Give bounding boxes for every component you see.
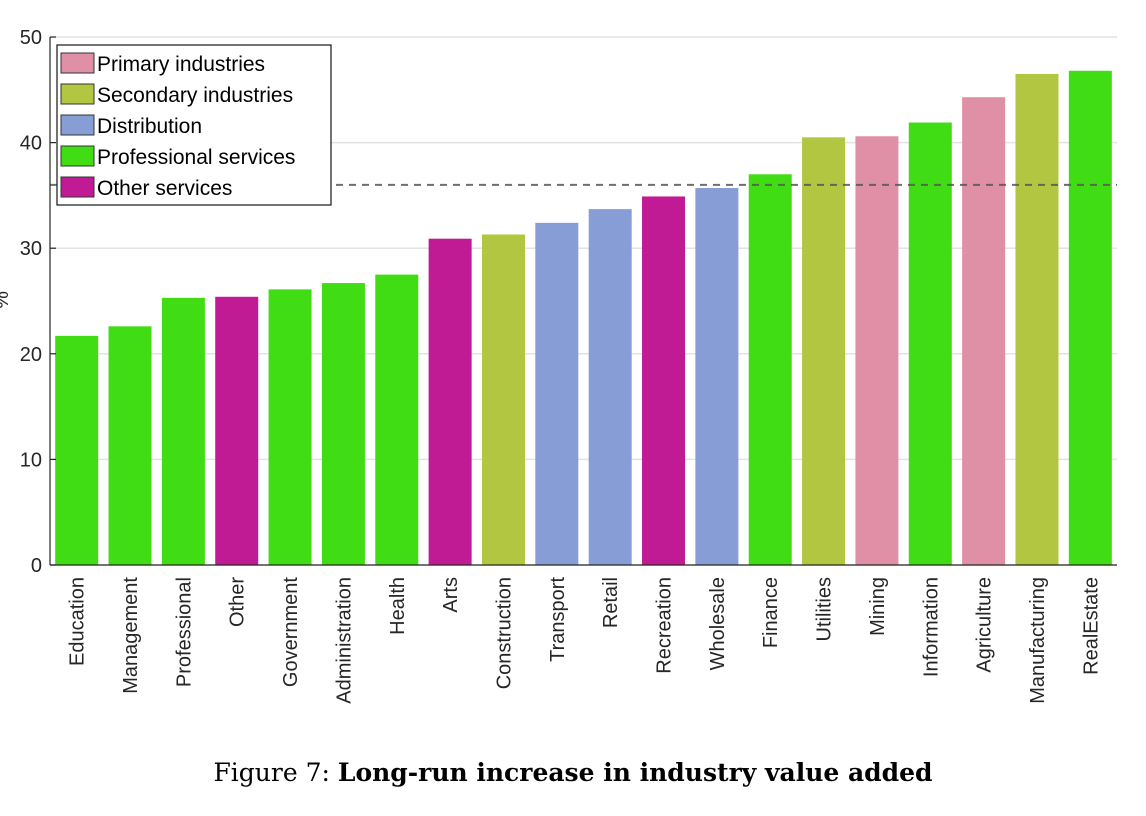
x-tick-label: Management (120, 577, 142, 694)
x-tick-label: Utilities (814, 577, 836, 641)
bar-other (215, 296, 259, 565)
axes: 0 10 20 30 40 50 Education Management Profession… (0, 27, 1117, 704)
bar-education (55, 335, 99, 565)
bar-information (908, 122, 952, 565)
bar-wholesale (695, 188, 739, 565)
bar-realestate (1068, 70, 1112, 566)
x-tick-label: Health (387, 577, 409, 635)
x-tick-label: Construction (493, 577, 515, 689)
legend-swatch (60, 83, 95, 105)
x-tick-label: Mining (867, 577, 889, 636)
legend-label: Other services (97, 177, 232, 200)
y-axis-label: % (0, 291, 13, 309)
x-tick-label: Recreation (654, 577, 676, 674)
bar-professional (161, 297, 205, 565)
legend-label: Distribution (97, 115, 202, 138)
caption-prefix: Figure 7: (213, 758, 338, 787)
figure-caption: Figure 7: Long-run increase in industry … (0, 758, 1146, 787)
x-tick-label: Retail (600, 577, 622, 628)
bar-manufacturing (1015, 73, 1059, 566)
legend-swatch (60, 52, 95, 74)
x-tick-label: Agriculture (974, 577, 996, 673)
legend-label: Professional services (97, 146, 295, 169)
bar-agriculture (962, 97, 1006, 565)
y-tick-label: 30 (20, 238, 42, 260)
x-tick-label: Administration (333, 577, 355, 704)
x-tick-label: Government (280, 577, 302, 687)
bar-construction (481, 234, 525, 566)
x-tick-label: Professional (173, 577, 195, 687)
bar-transport (535, 222, 579, 565)
bars (50, 70, 1117, 566)
y-tick-label: 50 (20, 27, 42, 49)
caption-title: Long-run increase in industry value adde… (337, 758, 933, 787)
bar-finance (748, 174, 792, 565)
bar-government (268, 289, 312, 565)
y-tick-label: 10 (20, 449, 42, 471)
x-tick-label: Manufacturing (1027, 577, 1049, 704)
legend-swatch (60, 145, 95, 167)
x-tick-label: Other (227, 577, 249, 627)
bar-utilities (802, 137, 846, 565)
x-tick-label: Information (920, 577, 942, 677)
bar-health (375, 274, 419, 565)
y-tick-label: 40 (20, 133, 42, 155)
legend-label: Secondary industries (97, 84, 293, 107)
legend-box (56, 44, 332, 206)
legend-label: Primary industries (97, 53, 265, 76)
legend-swatch (60, 176, 95, 198)
bar-mining (855, 136, 899, 566)
x-tick-label: Arts (440, 577, 462, 613)
bar-recreation (642, 196, 686, 565)
y-tick-label: 0 (31, 555, 42, 577)
bar-administration (321, 283, 365, 565)
bar-arts (428, 238, 472, 566)
y-tick-label: 20 (20, 344, 42, 366)
bar-management (108, 326, 152, 565)
x-tick-label: Education (67, 577, 89, 666)
x-tick-label: Wholesale (707, 577, 729, 670)
bar-retail (588, 209, 632, 566)
legend: Primary industries Secondary industries Di… (56, 44, 332, 206)
x-tick-label: Transport (547, 577, 569, 662)
legend-swatch (60, 114, 95, 136)
x-tick-label: RealEstate (1080, 577, 1102, 675)
x-tick-label: Finance (760, 577, 782, 648)
